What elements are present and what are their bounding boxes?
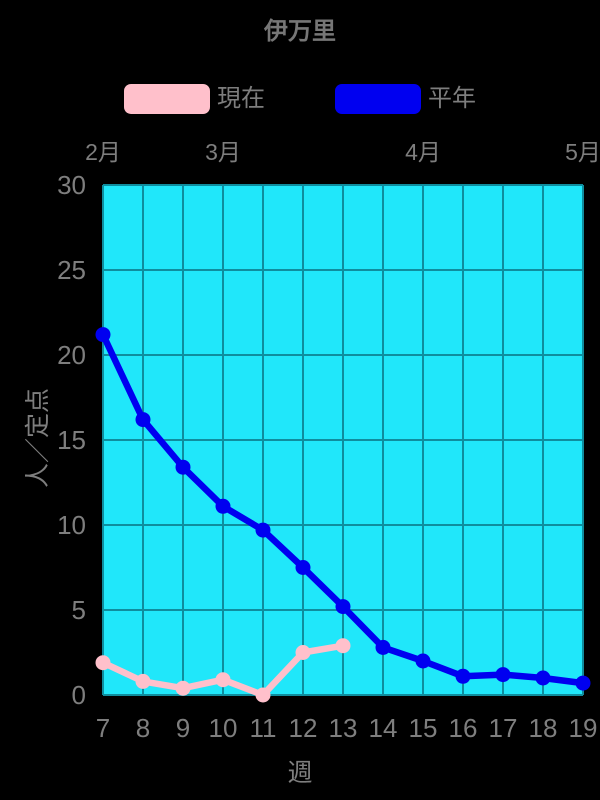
- x-tick-label: 10: [208, 713, 238, 743]
- x-tick-label: 18: [528, 713, 558, 743]
- y-tick-label: 10: [57, 510, 86, 540]
- x-tick-label: 16: [448, 713, 478, 743]
- legend-swatch-current: [124, 84, 210, 114]
- x-tick-label: 14: [368, 713, 398, 743]
- data-point-current: [255, 687, 271, 703]
- data-point-current: [295, 645, 311, 660]
- data-point-current: [135, 673, 151, 689]
- data-point-average: [455, 668, 471, 684]
- legend-item-average: 平年: [335, 84, 476, 114]
- month-tick-label: 2月: [85, 139, 121, 165]
- legend-label-average: 平年: [428, 85, 476, 112]
- y-tick-label: 15: [57, 425, 86, 455]
- data-point-average: [335, 599, 351, 615]
- data-point-average: [215, 498, 231, 514]
- data-point-average: [415, 653, 431, 669]
- data-point-average: [375, 639, 391, 655]
- x-tick-label: 7: [95, 713, 111, 743]
- month-tick-label: 4月: [405, 139, 441, 165]
- legend-swatch-average: [335, 84, 421, 114]
- x-tick-label: 8: [135, 713, 151, 743]
- x-tick-label: 12: [288, 713, 318, 743]
- x-tick-label: 19: [568, 713, 598, 743]
- y-tick-label: 20: [57, 340, 86, 370]
- x-tick-label: 11: [249, 713, 277, 743]
- data-point-average: [295, 560, 311, 575]
- x-tick-label: 9: [175, 713, 191, 743]
- data-point-average: [495, 667, 511, 683]
- data-point-average: [175, 459, 191, 475]
- data-point-average: [535, 670, 551, 686]
- y-tick-label: 0: [71, 680, 86, 710]
- data-point-current: [95, 655, 111, 671]
- x-tick-label: 15: [408, 713, 438, 743]
- x-tick-label: 13: [328, 713, 358, 743]
- data-point-average: [575, 675, 591, 691]
- data-point-current: [175, 680, 191, 696]
- data-point-average: [255, 522, 271, 538]
- legend-item-current: 現在: [124, 84, 265, 114]
- x-axis-title: 週: [287, 759, 313, 787]
- data-point-average: [135, 412, 151, 428]
- data-point-current: [215, 672, 231, 688]
- month-tick-label: 5月: [565, 139, 600, 165]
- data-point-average: [95, 327, 111, 343]
- x-tick-label: 17: [488, 713, 518, 743]
- chart-title: 伊万里: [264, 18, 336, 45]
- month-tick-label: 3月: [205, 139, 241, 165]
- data-point-current: [335, 638, 351, 654]
- y-tick-label: 30: [57, 170, 86, 200]
- legend: 現在 平年: [0, 84, 600, 114]
- y-tick-label: 25: [57, 255, 86, 285]
- y-tick-label: 5: [71, 595, 86, 625]
- legend-label-current: 現在: [217, 85, 265, 112]
